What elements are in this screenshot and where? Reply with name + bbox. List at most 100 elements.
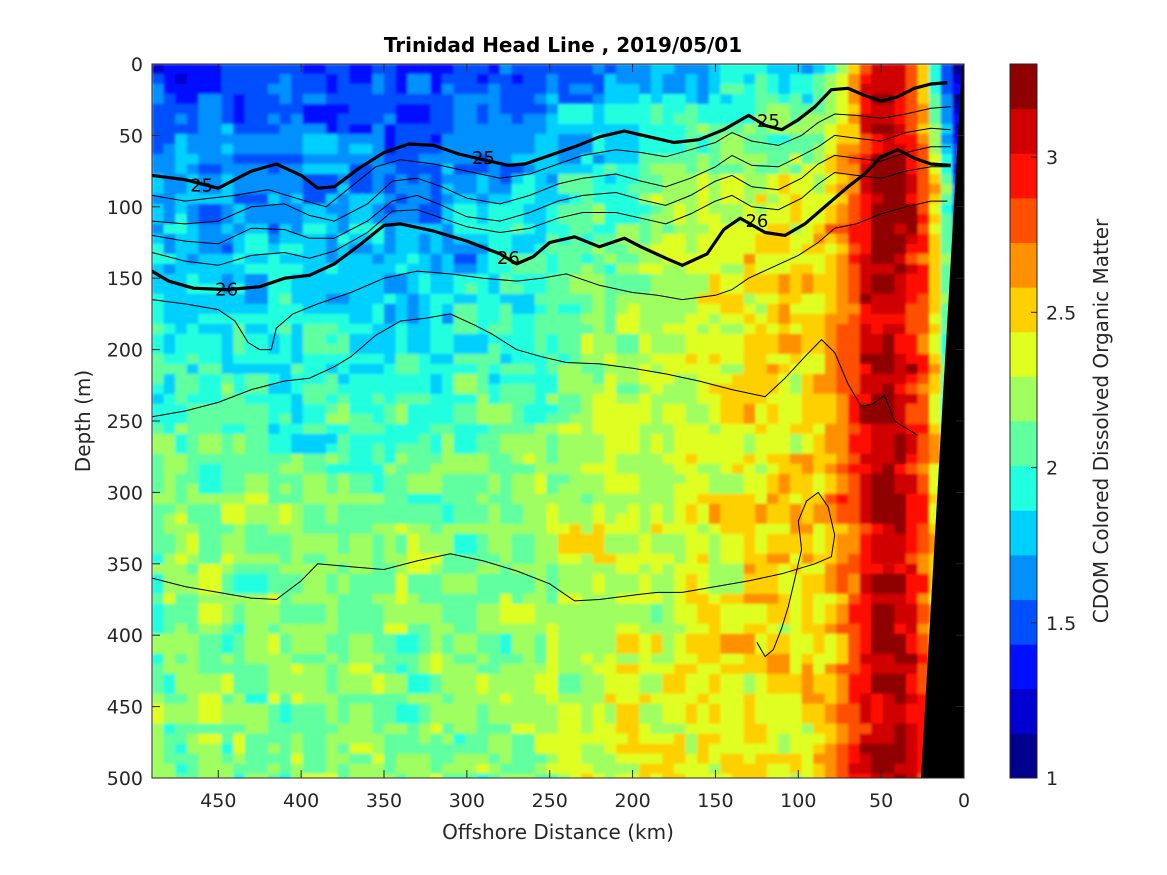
field-cell [198,453,211,465]
field-cell [418,373,432,385]
field-cell [500,633,513,645]
field-cell [743,723,756,735]
field-cell [929,233,942,245]
field-cell [326,773,339,778]
field-cell [453,543,466,555]
field-cell [592,154,606,165]
field-cell [349,174,362,185]
field-cell [337,383,350,395]
field-cell [650,94,664,105]
field-cell [337,263,350,275]
field-cell [279,393,292,405]
field-cell [186,743,200,755]
field-cell [337,493,350,505]
field-cell [581,533,594,545]
field-cell [233,333,246,345]
field-cell [210,433,223,445]
field-cell [882,613,896,625]
field-cell [326,523,339,535]
field-cell [708,753,722,765]
field-cell [708,533,722,545]
field-cell [813,473,826,485]
field-cell [604,553,617,565]
field-cell [732,333,745,345]
field-cell [766,84,780,95]
field-cell [314,104,327,115]
field-cell [210,313,223,325]
field-cell [268,563,281,575]
field-cell [848,553,861,565]
field-cell [755,94,768,105]
field-cell [732,623,745,635]
field-cell [256,393,269,405]
field-cell [453,104,466,115]
field-cell [175,144,188,155]
field-cell [801,293,814,305]
field-cell [163,363,176,375]
field-cell [639,403,652,415]
field-cell [337,603,350,615]
field-cell [685,713,698,725]
field-cell [778,403,791,415]
field-cell [848,613,861,625]
field-cell [813,124,826,135]
field-cell [708,643,722,655]
field-cell [720,174,733,185]
field-cell [430,144,443,155]
field-cell [743,773,756,778]
field-cell [546,743,559,755]
field-cell [198,233,211,245]
field-cell [395,513,408,525]
field-cell [511,713,524,725]
field-cell [917,293,930,305]
field-cell [662,393,675,405]
field-cell [418,693,432,705]
field-cell [175,243,188,255]
field-cell [256,313,269,325]
field-cell [488,593,501,605]
field-cell [836,723,849,735]
field-cell [546,233,559,245]
field-cell [662,433,675,445]
field-cell [256,673,269,685]
field-cell [569,363,582,375]
field-cell [152,663,165,675]
field-cell [685,603,698,615]
field-cell [906,613,919,625]
field-cell [221,403,234,415]
field-cell [836,703,849,715]
field-cell [534,64,548,75]
field-cell [256,373,269,385]
field-cell [766,653,780,665]
field-cell [569,753,582,765]
field-cell [836,543,849,555]
field-cell [755,283,768,295]
field-cell [813,493,826,505]
field-cell [569,733,582,745]
field-cell [569,353,582,365]
field-cell [639,74,652,85]
field-cell [244,343,258,355]
field-cell [523,373,536,385]
field-cell [314,513,327,525]
field-cell [848,393,861,405]
field-cell [813,643,826,655]
field-cell [534,643,548,655]
field-cell [824,623,838,635]
field-cell [697,343,710,355]
field-cell [616,64,629,75]
field-cell [372,453,385,465]
field-cell [511,64,524,75]
field-cell [604,393,617,405]
field-cell [523,453,536,465]
field-cell [233,134,246,145]
field-cell [384,523,397,535]
field-cell [824,723,838,735]
field-cell [790,233,803,245]
field-cell [372,413,385,425]
field-cell [244,583,258,595]
field-cell [604,593,617,605]
field-cell [210,453,223,465]
field-cell [720,134,733,145]
field-cell [244,563,258,575]
